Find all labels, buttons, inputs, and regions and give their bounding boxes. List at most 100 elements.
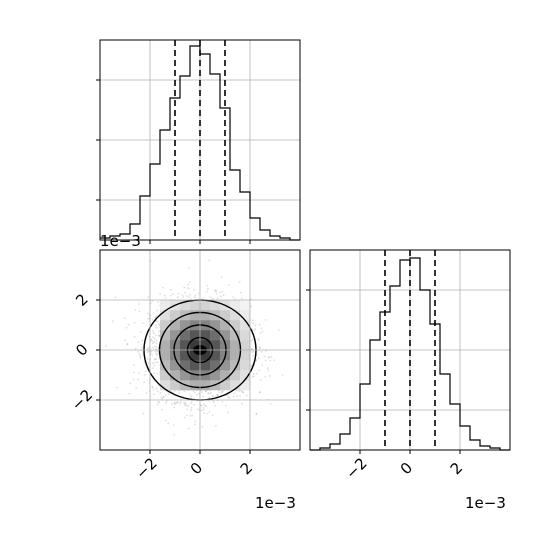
scatter-point — [193, 403, 195, 406]
density-cell — [170, 330, 181, 341]
scatter-point — [251, 376, 254, 378]
x-tick-label: −2 — [342, 454, 370, 482]
scatter-point — [158, 401, 160, 404]
scatter-point — [133, 364, 135, 366]
scatter-point — [135, 387, 138, 390]
scatter-point — [156, 309, 159, 312]
scatter-point — [182, 296, 185, 299]
scatter-point — [155, 339, 158, 342]
scatter-point — [211, 394, 214, 397]
density-cell — [200, 350, 211, 361]
scatter-point — [171, 293, 174, 295]
scatter-point — [183, 416, 186, 419]
scatter-point — [258, 346, 261, 349]
scatter-point — [261, 350, 263, 353]
scatter-point — [137, 378, 139, 381]
scatter-point — [114, 296, 117, 299]
density-cell — [230, 360, 241, 371]
scatter-point — [123, 317, 126, 320]
scatter-point — [164, 394, 167, 397]
scatter-point — [186, 408, 189, 411]
scatter-point — [153, 393, 155, 396]
scatter-point — [253, 329, 256, 332]
x-scale-label: 1e−3 — [255, 494, 296, 512]
density-cell — [160, 350, 171, 361]
scatter-point — [215, 289, 217, 292]
x-tick-label: 0 — [397, 459, 416, 478]
scatter-point — [153, 345, 156, 348]
scatter-point — [156, 390, 159, 393]
scatter-point — [204, 390, 207, 393]
scatter-point — [151, 346, 154, 349]
scatter-point — [155, 387, 158, 390]
scatter-point — [178, 392, 181, 394]
scatter-point — [150, 350, 153, 353]
density-cell — [240, 330, 251, 341]
scatter-point — [197, 292, 200, 295]
scatter-point — [167, 422, 170, 425]
scatter-point — [250, 348, 253, 350]
scatter-point — [203, 404, 206, 407]
scatter-point — [132, 371, 135, 374]
scatter-point — [147, 296, 150, 299]
scatter-point — [227, 396, 230, 399]
scatter-point — [161, 408, 164, 411]
scatter-point — [129, 382, 132, 385]
scatter-point — [251, 351, 254, 354]
scatter-point — [157, 334, 160, 337]
density-cell — [240, 310, 251, 321]
scatter-point — [190, 402, 193, 405]
scatter-point — [157, 400, 160, 403]
scatter-point — [200, 404, 203, 407]
scatter-point — [193, 296, 196, 299]
scatter-point — [126, 343, 129, 345]
scatter-point — [221, 390, 224, 393]
scatter-point — [203, 412, 206, 415]
scatter-point — [189, 293, 191, 296]
scatter-point — [188, 281, 191, 284]
scatter-point — [214, 395, 217, 398]
right-histogram-panel: −2 0 2 1e−3 — [306, 249, 511, 512]
scatter-point — [185, 295, 188, 297]
density-cell — [170, 320, 181, 331]
scatter-point — [154, 334, 157, 337]
density-cell — [220, 370, 231, 381]
scatter-point — [196, 408, 199, 411]
scatter-point — [228, 397, 231, 399]
scatter-point — [141, 346, 143, 349]
scatter-point — [132, 378, 135, 381]
density-cell — [220, 380, 231, 391]
scatter-point — [241, 390, 243, 392]
density-cell — [230, 370, 241, 381]
scatter-point — [233, 392, 236, 395]
density-cell — [240, 340, 251, 351]
scatter-point — [147, 362, 150, 365]
scatter-point — [156, 361, 159, 364]
scatter-point — [198, 392, 201, 395]
scatter-point — [238, 280, 241, 283]
scatter-point — [252, 350, 255, 353]
density-cell — [230, 330, 241, 341]
scatter-point — [194, 420, 197, 423]
scatter-point — [154, 316, 157, 318]
scatter-point — [126, 343, 129, 346]
scatter-point — [188, 267, 190, 270]
density-cell — [180, 360, 191, 371]
scatter-point — [208, 396, 211, 399]
scatter-point — [144, 370, 147, 373]
scatter-point — [141, 339, 144, 342]
scatter-point — [160, 396, 163, 399]
y-tick-label: −2 — [68, 386, 96, 414]
scatter-point — [187, 404, 190, 407]
density-cell — [160, 330, 171, 341]
scatter-point — [203, 403, 206, 405]
density-cell — [170, 370, 181, 381]
density-cell — [180, 340, 191, 351]
scatter-point — [260, 327, 263, 330]
density-cell — [200, 300, 211, 311]
scatter-point — [221, 390, 224, 393]
scatter-point — [156, 354, 158, 357]
scatter-point — [186, 287, 189, 289]
scatter-point — [127, 323, 130, 326]
scatter-point — [156, 403, 159, 406]
